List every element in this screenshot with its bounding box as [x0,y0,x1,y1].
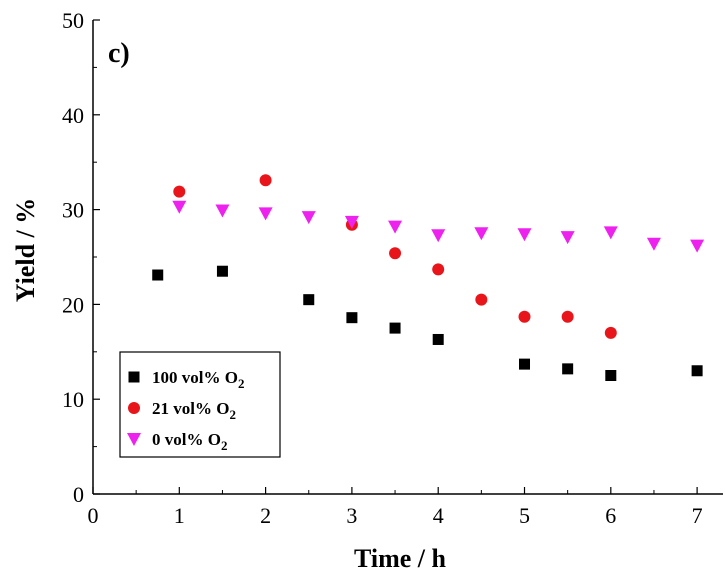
x-tick-label: 5 [519,503,530,528]
series-0 [152,265,703,381]
data-point [475,293,488,306]
data-point [259,174,272,187]
data-point [517,228,532,242]
x-tick-label: 7 [692,503,703,528]
legend-label-text: 0 vol% O [152,430,221,449]
data-point [173,185,186,198]
legend-label: 0 vol% O2 [152,430,227,453]
data-point [432,263,445,276]
data-point [690,239,705,253]
data-point [346,312,358,324]
y-axis-title: Yield / % [11,198,40,302]
data-point [389,247,402,260]
legend-label-text: 100 vol% O [152,368,238,387]
data-point [646,237,661,251]
legend-marker [128,371,140,383]
y-tick-label: 0 [73,482,84,507]
y-tick-label: 10 [62,387,84,412]
data-point [258,207,273,221]
legend-label: 21 vol% O2 [152,399,236,422]
data-point [519,358,531,370]
data-point [216,265,228,277]
data-point [605,370,617,381]
data-point [431,229,446,243]
y-tick-label: 40 [62,103,84,128]
legend-marker [128,402,140,414]
data-point [518,310,531,323]
x-tick-label: 1 [174,503,185,528]
data-point [344,215,359,229]
data-point [172,200,187,214]
panel-label: c) [108,38,130,69]
legend-label-subscript: 2 [238,376,245,391]
x-tick-label: 4 [433,503,444,528]
x-tick-label: 6 [605,503,616,528]
legend-marker [127,433,141,446]
data-point [562,363,574,375]
data-point [389,322,401,334]
data-point [303,294,315,306]
series-1 [173,174,617,339]
legend-label-subscript: 2 [221,438,228,453]
data-point [604,326,617,339]
series-2 [172,200,705,253]
data-point [215,204,230,218]
y-tick-label: 50 [62,8,84,33]
data-point [474,227,489,241]
data-point [603,226,618,240]
y-tick-label: 30 [62,198,84,223]
y-tick-label: 20 [62,292,84,317]
data-point [152,269,164,281]
x-tick-label: 0 [88,503,99,528]
legend-box [119,351,281,458]
data-point [691,365,703,377]
data-points [152,174,705,381]
data-point [388,220,403,234]
x-tick-label: 3 [346,503,357,528]
legend-label-subscript: 2 [229,407,236,422]
legend-label: 100 vol% O2 [152,368,244,391]
ticks: 0 1 2 3 4 5 6 7 0 10 20 30 40 50 [62,8,703,528]
x-tick-label: 2 [260,503,271,528]
data-point [432,333,444,345]
data-point [560,231,575,245]
data-point [301,211,316,225]
legend-label-text: 21 vol% O [152,399,229,418]
data-point [561,310,574,323]
x-axis-title: Time / h [354,544,447,573]
